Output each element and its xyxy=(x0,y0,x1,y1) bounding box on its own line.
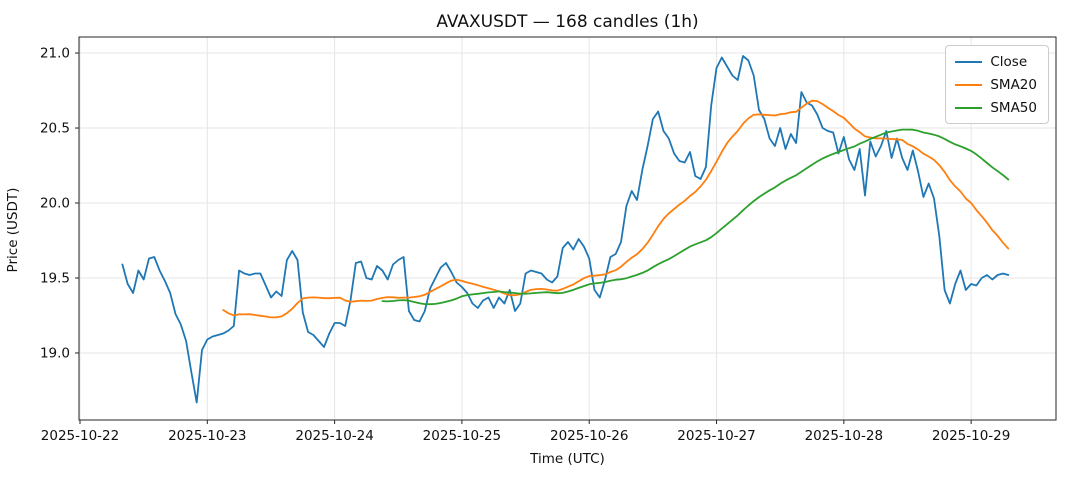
legend-label-close: Close xyxy=(990,53,1028,70)
plot-border xyxy=(78,36,1057,421)
x-axis-label: Time (UTC) xyxy=(530,451,605,467)
sma50-line-swatch xyxy=(955,106,983,109)
sma50-line xyxy=(381,128,1010,306)
y-tick-label: 19.0 xyxy=(40,345,70,361)
x-tick-label: 2025-10-23 xyxy=(168,428,246,444)
close-line xyxy=(121,55,1010,404)
legend-label-sma50: SMA50 xyxy=(990,99,1037,116)
x-tick-label: 2025-10-29 xyxy=(932,428,1010,444)
x-tick-label: 2025-10-26 xyxy=(550,428,628,444)
legend-item-sma50: SMA50 xyxy=(955,98,1037,117)
legend-item-close: Close xyxy=(955,52,1037,71)
series-layer xyxy=(121,55,1010,404)
close-line-swatch xyxy=(955,60,983,63)
legend: Close SMA20 SMA50 xyxy=(945,45,1049,124)
sma20-line xyxy=(222,99,1010,319)
legend-label-sma20: SMA20 xyxy=(990,76,1037,93)
x-tick-label: 2025-10-27 xyxy=(677,428,755,444)
y-axis-label: Price (USDT) xyxy=(5,187,21,273)
y-tick-label: 19.5 xyxy=(40,270,70,286)
chart-title: AVAXUSDT — 168 candles (1h) xyxy=(436,12,699,32)
sma20-line-swatch xyxy=(955,83,983,86)
y-tick-label: 20.5 xyxy=(40,121,70,137)
y-tick-label: 20.0 xyxy=(40,196,70,212)
x-tick-label: 2025-10-22 xyxy=(41,428,119,444)
x-tick-label: 2025-10-28 xyxy=(805,428,883,444)
x-tick-label: 2025-10-25 xyxy=(423,428,501,444)
x-tick-label: 2025-10-24 xyxy=(295,428,373,444)
legend-item-sma20: SMA20 xyxy=(955,75,1037,94)
y-tick-label: 21.0 xyxy=(40,46,70,62)
axis-layer: 2025-10-22 2025-10-23 2025-10-24 2025-10-25… xyxy=(40,36,1057,444)
grid-layer xyxy=(79,37,1056,420)
